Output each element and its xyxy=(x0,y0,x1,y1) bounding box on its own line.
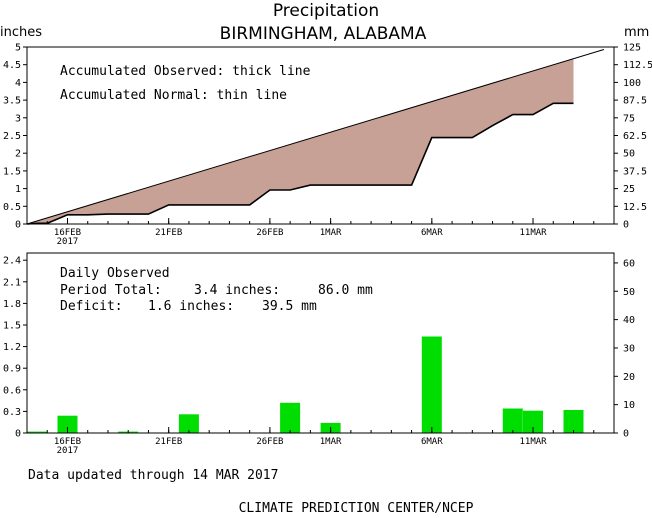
normal-line xyxy=(26,49,605,225)
daily-x-tick-year: 2017 xyxy=(57,446,79,456)
daily-y-tick-label-left: 2.1 xyxy=(3,277,21,288)
y-tick-label-left: 0.5 xyxy=(3,202,21,213)
period-total-label: Period Total: xyxy=(60,283,162,298)
y-tick-label-left: 3 xyxy=(15,113,21,124)
y-tick-label-left: 4 xyxy=(15,78,21,89)
x-tick-label: 6MAR xyxy=(421,228,443,238)
daily-bar xyxy=(178,414,199,433)
daily-y-tick-label-left: 0 xyxy=(15,429,21,440)
daily-x-tick-label: 16FEB xyxy=(54,437,81,447)
daily-x-tick-label: 26FEB xyxy=(256,437,283,447)
daily-bar xyxy=(523,410,543,433)
y-tick-label-right: 50 xyxy=(623,149,635,160)
deficit-inches: 1.6 inches: xyxy=(148,299,234,314)
daily-bar xyxy=(563,410,584,433)
accumulated-panel: 00.511.522.533.544.55012.52537.55062.575… xyxy=(3,43,652,248)
y-tick-label-right: 0 xyxy=(623,220,629,231)
legend-normal: Accumulated Normal: thin line xyxy=(60,88,287,103)
daily-y-tick-label-left: 2.4 xyxy=(3,256,21,267)
y-tick-label-right: 37.5 xyxy=(623,166,647,177)
legend-observed: Accumulated Observed: thick line xyxy=(60,64,311,79)
daily-y-tick-label-left: 1.5 xyxy=(3,321,21,332)
observed-line xyxy=(26,102,574,225)
deficit-label: Deficit: xyxy=(60,299,123,314)
y-tick-label-right: 112.5 xyxy=(623,60,652,71)
y-tick-label-left: 3.5 xyxy=(3,96,21,107)
daily-y-tick-label-left: 0.3 xyxy=(3,407,21,418)
daily-x-tick-label: 11MAR xyxy=(519,437,547,447)
daily-y-tick-label-left: 0.9 xyxy=(3,364,21,375)
y-tick-label-right: 25 xyxy=(623,184,635,195)
daily-bar xyxy=(27,431,48,433)
y-tick-label-right: 75 xyxy=(623,113,635,124)
daily-x-tick-label: 21FEB xyxy=(155,437,182,447)
y-tick-label-left: 0 xyxy=(15,220,21,231)
bottom-frame xyxy=(26,252,615,434)
daily-y-tick-label-right: 40 xyxy=(623,315,635,326)
y-tick-label-right: 62.5 xyxy=(623,131,647,142)
period-total-inches: 3.4 inches: xyxy=(194,283,280,298)
left-unit-label: inches xyxy=(0,25,42,40)
daily-panel: 0 0.3 0.6 0.9 1.2 1.5 1.8 2.1 2.4 0 10 20 30 40 50 60 16… xyxy=(3,252,635,456)
daily-y-tick-label-right: 60 xyxy=(623,258,635,269)
daily-title: Daily Observed xyxy=(60,266,170,281)
x-tick-label: 16FEB xyxy=(54,228,81,238)
daily-y-tick-label-right: 20 xyxy=(623,372,635,383)
x-tick-label: 1MAR xyxy=(320,228,342,238)
y-tick-label-left: 4.5 xyxy=(3,60,21,71)
daily-y-tick-label-left: 1.8 xyxy=(3,299,21,310)
daily-y-tick-label-right: 10 xyxy=(623,400,635,411)
y-tick-label-left: 1 xyxy=(15,184,21,195)
y-tick-label-right: 87.5 xyxy=(623,96,647,107)
chart-title: Precipitation xyxy=(273,1,379,21)
daily-y-tick-label-left: 0.6 xyxy=(3,385,21,396)
daily-bar xyxy=(280,402,301,433)
daily-y-tick-label-right: 50 xyxy=(623,287,635,298)
y-tick-label-left: 1.5 xyxy=(3,166,21,177)
daily-bar xyxy=(57,415,78,433)
y-tick-label-left: 5 xyxy=(15,43,21,54)
x-tick-label: 11MAR xyxy=(519,228,547,238)
x-tick-label: 21FEB xyxy=(155,228,182,238)
daily-y-tick-label-right: 30 xyxy=(623,343,635,354)
right-unit-label: mm xyxy=(624,25,649,40)
daily-y-tick-label-left: 1.2 xyxy=(3,342,21,353)
data-updated-note: Data updated through 14 MAR 2017 xyxy=(28,468,278,483)
daily-bar xyxy=(421,336,442,433)
x-tick-year: 2017 xyxy=(57,237,79,247)
y-tick-label-left: 2 xyxy=(15,149,21,160)
period-total-mm: 86.0 mm xyxy=(318,283,373,298)
y-tick-label-right: 125 xyxy=(623,43,641,54)
x-tick-label: 26FEB xyxy=(256,228,283,238)
daily-x-tick-label: 6MAR xyxy=(421,437,443,447)
y-tick-label-right: 12.5 xyxy=(623,202,647,213)
chart-subtitle: BIRMINGHAM, ALABAMA xyxy=(220,24,427,44)
footer-credit: CLIMATE PREDICTION CENTER/NCEP xyxy=(239,501,474,516)
daily-bar xyxy=(502,408,523,433)
y-tick-label-right: 100 xyxy=(623,78,641,89)
deficit-mm: 39.5 mm xyxy=(262,299,317,314)
y-tick-label-left: 2.5 xyxy=(3,131,21,142)
daily-y-tick-label-right: 0 xyxy=(623,429,629,440)
daily-x-tick-label: 1MAR xyxy=(320,437,342,447)
